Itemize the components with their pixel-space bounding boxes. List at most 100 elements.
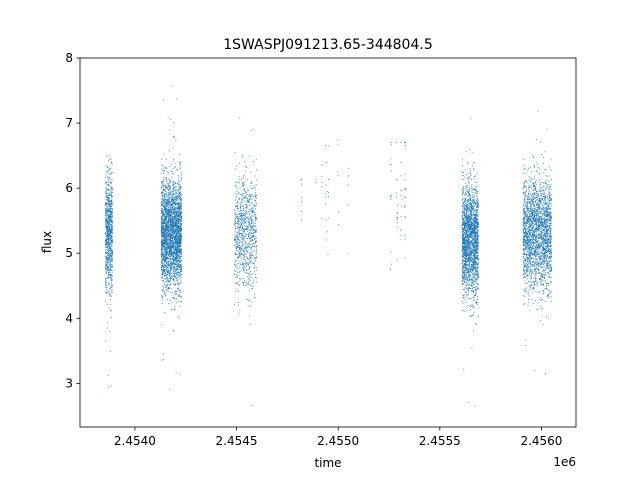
data-point: [179, 265, 181, 267]
data-point: [236, 181, 238, 183]
data-point: [242, 284, 245, 286]
data-point: [105, 261, 107, 263]
data-point: [246, 228, 248, 230]
data-point: [104, 203, 107, 205]
data-point: [396, 211, 398, 214]
data-point: [161, 248, 163, 250]
data-point: [175, 372, 177, 374]
data-point: [178, 218, 180, 220]
data-point: [171, 308, 173, 310]
data-point: [250, 171, 252, 173]
data-point: [238, 198, 240, 200]
data-point: [254, 187, 256, 189]
data-point: [235, 282, 237, 284]
data-point: [162, 229, 164, 231]
data-point: [171, 239, 173, 241]
data-point: [175, 194, 177, 196]
data-point: [162, 280, 164, 282]
data-point: [239, 193, 241, 195]
data-point: [176, 220, 178, 222]
data-point: [171, 219, 173, 221]
data-point: [161, 201, 163, 203]
data-point: [241, 261, 243, 263]
data-point: [240, 249, 242, 251]
data-point: [239, 285, 241, 287]
data-point: [109, 272, 111, 274]
data-point: [239, 209, 242, 211]
data-point: [107, 225, 109, 227]
data-point: [177, 282, 179, 284]
data-point: [180, 254, 182, 256]
data-point: [177, 288, 179, 290]
data-point: [165, 238, 167, 240]
data-point: [111, 252, 113, 254]
data-point: [235, 241, 237, 243]
data-point: [107, 218, 109, 220]
data-point: [169, 223, 171, 225]
data-point: [111, 288, 113, 291]
data-point: [237, 182, 239, 184]
data-point: [238, 247, 241, 249]
data-point: [180, 229, 182, 231]
data-point: [400, 235, 402, 237]
data-point: [167, 239, 169, 241]
data-point: [236, 232, 238, 234]
data-point: [252, 263, 254, 265]
data-point: [169, 388, 171, 390]
data-point: [165, 190, 167, 193]
data-point: [395, 178, 397, 180]
data-point: [166, 285, 168, 287]
data-point: [163, 202, 166, 204]
data-point: [256, 281, 258, 283]
data-point: [390, 263, 392, 265]
data-point: [174, 252, 176, 254]
data-point: [181, 224, 183, 226]
data-point: [108, 176, 110, 179]
data-point: [108, 226, 111, 228]
data-point: [109, 242, 111, 244]
data-point: [174, 192, 176, 194]
data-point: [177, 279, 179, 281]
data-point: [166, 210, 168, 212]
data-point: [404, 235, 406, 237]
data-point: [173, 195, 175, 197]
data-point: [178, 244, 180, 246]
data-point: [163, 290, 165, 292]
data-point: [107, 222, 109, 224]
data-point: [250, 271, 252, 273]
data-point: [106, 204, 108, 206]
data-point: [300, 219, 302, 221]
data-point: [166, 283, 169, 285]
data-point: [107, 241, 109, 243]
data-point: [242, 194, 244, 196]
data-point: [161, 250, 163, 252]
data-point: [175, 210, 177, 212]
data-point: [250, 198, 252, 200]
data-point: [234, 212, 236, 214]
data-point: [177, 259, 179, 261]
data-point: [108, 236, 110, 238]
data-point: [108, 179, 110, 181]
data-point: [164, 265, 166, 267]
data-point: [174, 233, 176, 235]
data-point: [326, 191, 328, 193]
data-point: [253, 229, 255, 231]
data-point: [247, 230, 249, 232]
data-point: [170, 270, 172, 272]
data-point: [111, 179, 113, 181]
data-point: [168, 171, 170, 173]
data-point: [164, 188, 166, 190]
data-point: [235, 199, 237, 201]
data-point: [177, 231, 179, 233]
data-point: [235, 221, 237, 223]
data-point: [104, 232, 107, 234]
data-point: [106, 272, 108, 274]
data-point: [176, 210, 178, 212]
data-point: [396, 216, 398, 219]
data-point: [105, 252, 107, 254]
data-point: [168, 206, 170, 208]
data-point: [468, 176, 470, 178]
data-point: [171, 275, 173, 277]
data-point: [175, 199, 177, 201]
data-point: [164, 166, 166, 168]
